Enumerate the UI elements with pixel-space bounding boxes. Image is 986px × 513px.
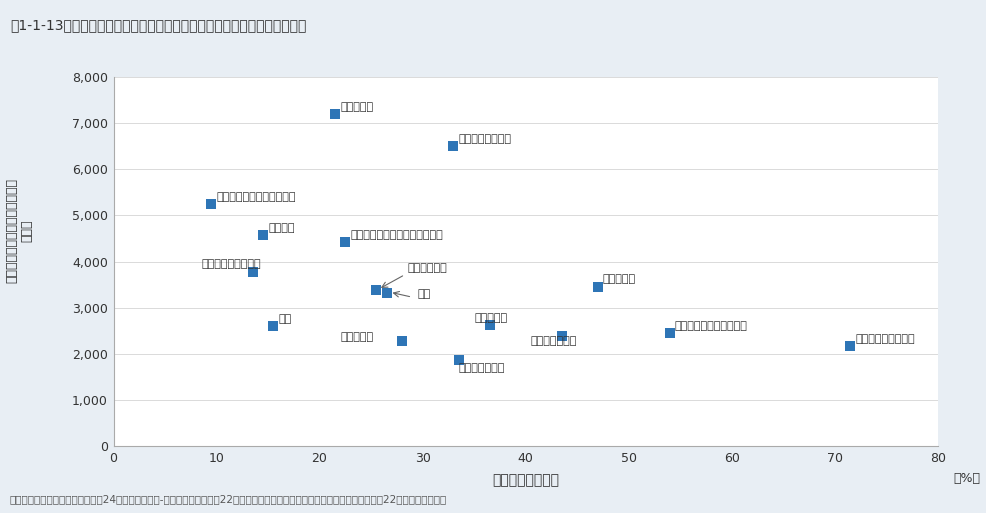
Text: 図1-1-13　非正規労働者比率と１時間当たり付加価値額の関係（産業別）: 図1-1-13 非正規労働者比率と１時間当たり付加価値額の関係（産業別） [10, 18, 306, 32]
Text: 製造: 製造 [417, 289, 430, 299]
Text: その他サービス: その他サービス [530, 336, 577, 346]
Text: 生活関連サービス・娯楽: 生活関連サービス・娯楽 [674, 321, 747, 331]
Text: 鉱、採石、砂利採取: 鉱、採石、砂利採取 [201, 260, 260, 269]
Point [590, 283, 605, 291]
Point [245, 268, 260, 276]
Text: 電気・ガス・熱供給・水道: 電気・ガス・熱供給・水道 [216, 192, 296, 202]
Point [481, 321, 497, 329]
Point [203, 200, 219, 208]
Point [445, 142, 460, 150]
Point [393, 337, 409, 345]
Point [326, 110, 342, 118]
Text: 学術研究、専門・技術サービス: 学術研究、専門・技術サービス [350, 230, 443, 240]
Text: 不動産・物品賃貸: 不動産・物品賃貸 [458, 134, 511, 144]
Text: 宿泊・飲食サービス: 宿泊・飲食サービス [854, 334, 914, 344]
Point [553, 332, 569, 341]
Point [368, 286, 384, 294]
Point [379, 288, 394, 297]
Point [662, 329, 677, 338]
X-axis label: 非正規労働者比率: 非正規労働者比率 [492, 473, 558, 487]
Point [337, 238, 353, 246]
Text: 医療・福祉: 医療・福祉 [473, 312, 507, 323]
Point [841, 342, 857, 350]
Text: 資料：総務省・経済産業省「平成24年経済センサス-活動調査」、「平成22年国勢調査」、厚生労働省「毎月勤労統計要覧（平成22年版）」より作成: 資料：総務省・経済産業省「平成24年経済センサス-活動調査」、「平成22年国勢調… [10, 494, 447, 504]
Text: 金融・保険: 金融・保険 [340, 102, 373, 112]
Text: 卸売・小売: 卸売・小売 [602, 274, 635, 284]
Text: 総実労働時間当たり付加価値額
（円）: 総実労働時間当たり付加価値額 （円） [6, 179, 34, 283]
Text: 情報通信: 情報通信 [268, 223, 294, 232]
Text: 教育・学習支援: 教育・学習支援 [458, 363, 505, 373]
Text: 建設: 建設 [278, 314, 291, 324]
Point [254, 231, 270, 239]
Point [265, 322, 281, 330]
Text: 複合サービス: 複合サービス [406, 263, 447, 273]
Text: 運輸・郵便: 運輸・郵便 [340, 332, 373, 343]
Point [451, 356, 466, 364]
Text: （%）: （%） [952, 472, 979, 485]
